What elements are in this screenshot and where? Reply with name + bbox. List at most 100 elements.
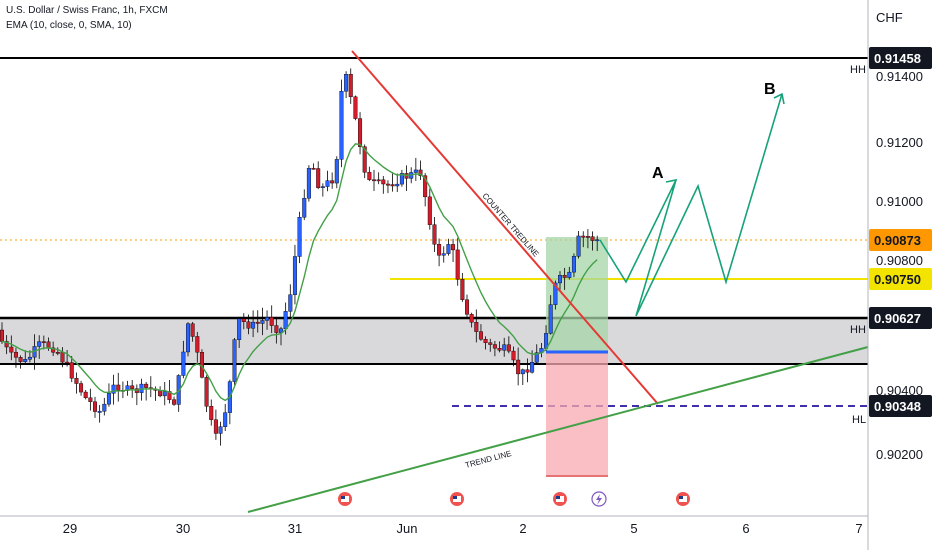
candle — [492, 340, 497, 357]
candle — [269, 305, 274, 334]
candle — [353, 95, 358, 121]
candle — [325, 170, 330, 192]
candle — [525, 358, 530, 383]
us-flag-icon[interactable] — [338, 492, 352, 506]
us-flag-icon[interactable] — [676, 492, 690, 506]
candle — [13, 347, 18, 368]
candle — [558, 271, 563, 290]
candle — [251, 310, 256, 338]
candle — [37, 335, 42, 359]
candle — [134, 384, 139, 406]
candle — [571, 253, 576, 278]
time-axis-label: 6 — [742, 521, 749, 536]
candle — [125, 380, 130, 396]
candle — [311, 163, 316, 170]
candle — [446, 238, 451, 256]
candle — [55, 347, 60, 356]
candle — [358, 112, 363, 155]
us-flag-icon[interactable] — [450, 492, 464, 506]
svg-text:0.90873: 0.90873 — [874, 233, 921, 248]
candle — [548, 295, 553, 335]
candle — [316, 161, 321, 190]
candle — [506, 336, 511, 354]
price-tag: 0.90873 — [869, 229, 932, 251]
candle — [576, 231, 581, 259]
us-flag-icon[interactable] — [553, 492, 567, 506]
price-tag: 0.90348 — [869, 395, 932, 417]
candle — [9, 335, 14, 361]
candle — [474, 309, 479, 343]
candle — [102, 397, 107, 416]
candle — [148, 376, 153, 398]
candle — [237, 317, 242, 348]
candle — [376, 172, 381, 185]
event-icons[interactable] — [338, 491, 690, 507]
time-axis-label: 2 — [519, 521, 526, 536]
time-axis[interactable]: 29 30 31 Jun 2 5 6 7 — [63, 521, 863, 536]
candle — [381, 176, 386, 194]
candle — [265, 310, 270, 330]
candle — [413, 157, 418, 181]
hl-label: HL — [852, 414, 866, 426]
candle — [367, 166, 372, 182]
candle — [590, 231, 595, 251]
candle — [502, 337, 507, 357]
candle — [395, 173, 400, 192]
candle — [92, 396, 97, 418]
candle — [204, 375, 209, 413]
candle — [172, 396, 177, 406]
candle — [241, 313, 246, 330]
candle — [330, 172, 335, 189]
time-axis-label: 7 — [855, 521, 862, 536]
symbol-title: U.S. Dollar / Swiss Franc, 1h, FXCM — [6, 5, 168, 16]
candle — [255, 310, 260, 333]
candle — [83, 389, 88, 400]
candle — [162, 381, 167, 406]
candle — [320, 183, 325, 197]
candle — [581, 231, 586, 248]
loss-zone[interactable] — [546, 352, 608, 476]
candle — [372, 169, 377, 191]
candle — [478, 324, 483, 341]
candle — [176, 374, 181, 412]
candle — [344, 71, 349, 99]
candle — [460, 272, 465, 302]
candle — [213, 409, 218, 440]
candle — [260, 307, 265, 336]
candle — [116, 372, 121, 402]
time-axis-label: Jun — [397, 521, 418, 536]
candle — [218, 421, 223, 446]
candle — [181, 340, 186, 379]
currency-label: CHF — [876, 10, 903, 25]
candle — [437, 238, 442, 267]
svg-text:0.90750: 0.90750 — [874, 272, 921, 287]
candle — [385, 180, 390, 194]
candle — [69, 355, 74, 383]
candle — [390, 172, 395, 192]
candle — [562, 267, 567, 290]
candle — [595, 235, 600, 251]
price-tick-label: 0.90200 — [876, 447, 923, 462]
hh-zone-label: HH — [850, 324, 866, 336]
candle — [334, 156, 339, 189]
candle — [404, 165, 409, 191]
candle — [451, 238, 456, 262]
projection-arrow-a — [665, 178, 678, 191]
candle — [106, 383, 111, 407]
candle — [65, 349, 70, 367]
time-axis-label: 30 — [176, 521, 190, 536]
candle — [185, 322, 190, 357]
candle — [88, 388, 93, 411]
projection-path[interactable] — [599, 93, 783, 317]
candle — [427, 188, 432, 230]
ema-indicator-label: EMA (10, close, 0, SMA, 10) — [6, 20, 132, 31]
counter-trendline[interactable] — [351, 50, 659, 405]
trend-line[interactable] — [247, 346, 869, 513]
candle — [130, 380, 135, 398]
price-tag: 0.91458 — [869, 47, 932, 69]
price-tick-label: 0.91400 — [876, 69, 923, 84]
candle — [288, 284, 293, 319]
lightning-icon[interactable] — [591, 491, 607, 507]
